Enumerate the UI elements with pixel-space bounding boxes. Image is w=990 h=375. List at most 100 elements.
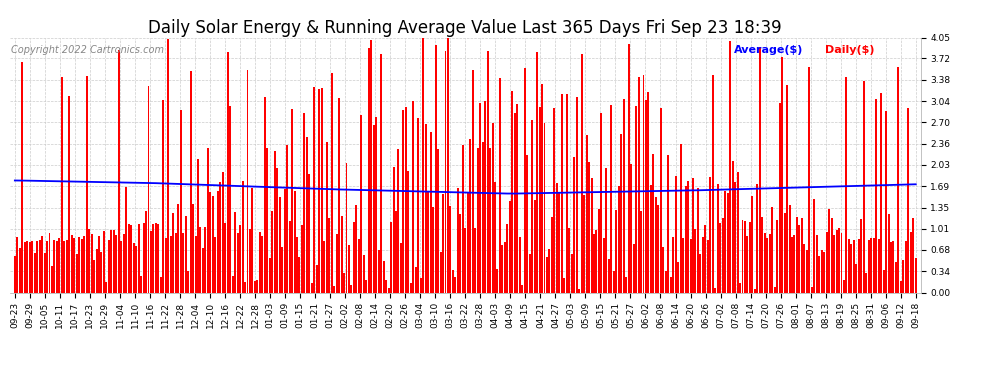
Bar [34,253,36,292]
Bar [24,242,26,292]
Bar [234,211,236,292]
Bar [162,100,164,292]
Bar [512,92,514,292]
Bar [447,38,449,292]
Bar [885,111,887,292]
Bar [150,231,152,292]
Bar [784,213,786,292]
Bar [727,193,729,292]
Bar [809,67,811,292]
Bar [843,280,845,292]
Bar [670,277,672,292]
Bar [372,125,375,292]
Bar [677,262,679,292]
Bar [111,230,113,292]
Bar [56,241,58,292]
Bar [858,238,860,292]
Bar [210,192,211,292]
Bar [687,181,689,292]
Bar [650,185,652,292]
Bar [49,233,50,292]
Bar [365,280,367,292]
Bar [461,145,463,292]
Bar [893,241,895,292]
Bar [781,57,783,292]
Bar [212,196,214,292]
Bar [435,45,437,292]
Bar [314,87,316,292]
Bar [501,245,504,292]
Bar [834,235,836,292]
Bar [311,283,313,292]
Bar [232,276,234,292]
Bar [588,162,590,292]
Bar [350,285,352,292]
Bar [824,252,826,292]
Bar [645,100,647,292]
Bar [910,232,912,292]
Bar [613,271,615,292]
Bar [888,214,890,292]
Bar [266,148,268,292]
Bar [341,216,343,292]
Bar [603,238,605,292]
Bar [636,106,638,292]
Title: Daily Solar Energy & Running Average Value Last 365 Days Fri Sep 23 18:39: Daily Solar Energy & Running Average Val… [148,20,782,38]
Bar [563,278,565,292]
Bar [113,230,115,292]
Bar [71,235,73,292]
Bar [504,243,506,292]
Bar [647,92,649,292]
Bar [865,273,867,292]
Bar [189,71,191,292]
Bar [123,234,125,292]
Bar [276,168,278,292]
Bar [521,285,524,292]
Bar [143,223,145,292]
Bar [346,163,347,292]
Bar [259,232,261,292]
Bar [779,104,781,292]
Bar [623,99,625,292]
Bar [657,205,659,292]
Bar [875,99,877,292]
Bar [22,62,24,292]
Bar [167,39,169,292]
Bar [184,216,186,292]
Bar [138,224,140,292]
Bar [115,235,117,292]
Bar [73,237,75,292]
Bar [655,198,657,292]
Bar [172,213,174,292]
Bar [388,288,390,292]
Bar [425,124,427,292]
Bar [838,228,841,292]
Bar [551,217,553,292]
Bar [774,288,776,292]
Bar [482,142,484,292]
Bar [336,234,338,292]
Bar [46,242,48,292]
Bar [600,113,602,292]
Bar [229,106,231,292]
Bar [712,75,714,292]
Bar [101,252,103,292]
Bar [269,258,271,292]
Bar [821,250,823,292]
Bar [410,283,412,292]
Bar [428,191,430,292]
Bar [735,182,737,292]
Bar [249,230,250,292]
Bar [321,88,323,292]
Bar [405,107,407,292]
Bar [524,68,526,292]
Bar [685,186,687,292]
Bar [863,81,865,292]
Bar [240,225,241,292]
Bar [445,51,446,292]
Bar [451,270,453,292]
Bar [16,237,19,292]
Bar [606,168,608,292]
Bar [61,77,63,292]
Bar [247,70,248,292]
